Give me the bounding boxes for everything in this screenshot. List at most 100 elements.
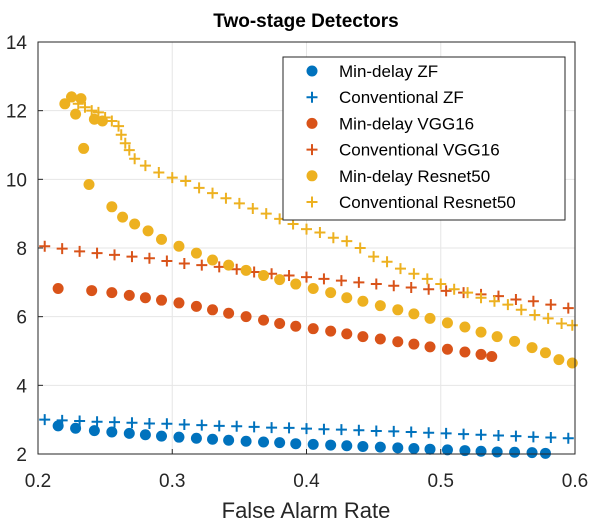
x-axis-label: False Alarm Rate <box>222 498 391 523</box>
data-point <box>56 243 68 255</box>
data-point <box>509 335 521 347</box>
data-point <box>70 108 82 120</box>
legend-label: Min-delay ZF <box>339 62 438 81</box>
data-point <box>156 294 168 306</box>
data-point <box>143 417 155 429</box>
data-point <box>441 317 453 329</box>
data-point <box>258 436 270 448</box>
legend-label: Conventional Resnet50 <box>339 193 516 212</box>
data-point <box>448 283 460 295</box>
data-point <box>231 263 243 275</box>
legend-label: Conventional VGG16 <box>339 141 500 160</box>
legend-marker <box>306 196 318 208</box>
data-point <box>424 443 436 455</box>
data-point <box>301 223 312 235</box>
data-point <box>307 438 319 450</box>
data-point <box>408 268 420 280</box>
data-point <box>441 444 453 456</box>
data-point <box>79 101 91 113</box>
data-point <box>266 422 278 434</box>
data-point <box>207 304 219 316</box>
data-point <box>190 247 202 259</box>
legend-label: Min-delay VGG16 <box>339 114 474 133</box>
data-point <box>475 292 487 304</box>
x-tick-label: 0.2 <box>25 471 51 492</box>
legend-item: Conventional VGG16 <box>306 141 500 160</box>
y-tick-label: 8 <box>16 239 27 260</box>
data-point <box>354 242 366 254</box>
data-point <box>475 429 487 441</box>
data-point <box>318 273 330 285</box>
data-point <box>74 245 86 257</box>
data-point <box>88 425 100 437</box>
series-conventional-zf <box>39 414 574 444</box>
data-point <box>357 295 369 307</box>
data-point <box>392 442 404 454</box>
data-point <box>139 292 151 304</box>
data-point <box>233 197 245 209</box>
data-point <box>70 422 82 434</box>
data-point <box>123 427 135 439</box>
x-tick-label: 0.4 <box>293 471 320 492</box>
data-point <box>353 276 365 288</box>
data-point <box>527 431 539 443</box>
data-point <box>52 283 64 295</box>
data-point <box>153 166 165 178</box>
data-point <box>213 420 225 432</box>
legend-label: Min-delay Resnet50 <box>339 167 490 186</box>
data-point <box>86 105 98 117</box>
data-point <box>327 232 339 244</box>
data-point <box>423 283 435 295</box>
data-point <box>39 414 51 426</box>
data-point <box>166 172 178 184</box>
data-point <box>52 420 64 432</box>
data-point <box>459 445 471 457</box>
data-point <box>178 257 190 269</box>
data-point <box>66 91 78 103</box>
data-point <box>357 440 369 452</box>
data-point <box>72 98 84 110</box>
data-point <box>139 429 151 441</box>
data-point <box>539 347 551 359</box>
y-tick-label: 6 <box>16 308 27 329</box>
data-point <box>258 269 270 281</box>
data-point <box>123 144 135 156</box>
data-point <box>368 251 380 263</box>
data-point <box>492 429 504 441</box>
data-point <box>408 338 420 350</box>
data-point <box>566 357 578 369</box>
data-point <box>318 423 330 435</box>
data-point <box>562 302 574 314</box>
data-point <box>92 106 104 118</box>
data-point <box>353 424 365 436</box>
data-point <box>553 354 565 366</box>
data-point <box>545 432 557 444</box>
data-point <box>526 342 538 354</box>
data-point <box>196 259 208 271</box>
y-tick-label: 10 <box>6 170 27 191</box>
data-point <box>301 423 312 435</box>
data-point <box>405 426 417 438</box>
data-point <box>542 312 554 324</box>
data-point <box>475 348 487 360</box>
data-point <box>99 112 111 124</box>
data-point <box>126 417 138 429</box>
data-point <box>509 446 521 458</box>
data-point <box>423 427 435 439</box>
x-tick-label: 0.5 <box>428 471 454 492</box>
y-tick-label: 2 <box>16 445 27 466</box>
data-point <box>106 426 118 438</box>
legend-item: Min-delay ZF <box>306 62 438 81</box>
data-point <box>435 278 447 290</box>
data-point <box>301 271 312 283</box>
data-point <box>510 294 522 305</box>
data-point <box>161 418 173 430</box>
data-point <box>274 318 286 330</box>
data-point <box>486 350 498 362</box>
data-point <box>421 273 433 285</box>
data-point <box>392 336 404 348</box>
data-point <box>74 415 86 427</box>
data-point <box>556 318 568 330</box>
data-point <box>394 263 406 275</box>
data-point <box>388 280 400 292</box>
